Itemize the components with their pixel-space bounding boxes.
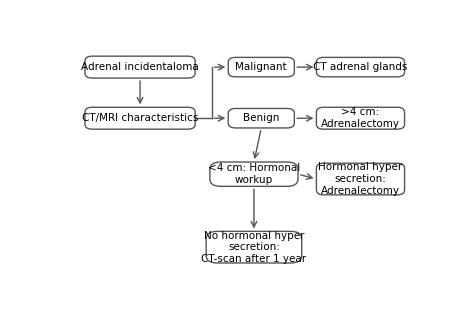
Text: Hormonal hyper
secretion:
Adrenalectomy: Hormonal hyper secretion: Adrenalectomy bbox=[319, 162, 402, 196]
FancyBboxPatch shape bbox=[316, 58, 405, 77]
Text: >4 cm:
Adrenalectomy: >4 cm: Adrenalectomy bbox=[321, 107, 400, 129]
Text: CT/MRI characteristics: CT/MRI characteristics bbox=[82, 113, 198, 123]
FancyBboxPatch shape bbox=[210, 162, 298, 186]
FancyBboxPatch shape bbox=[85, 56, 195, 78]
Text: Benign: Benign bbox=[243, 113, 280, 123]
FancyBboxPatch shape bbox=[316, 107, 405, 129]
FancyBboxPatch shape bbox=[85, 107, 195, 129]
Text: No hormonal hyper
secretion:
CT-scan after 1 year: No hormonal hyper secretion: CT-scan aft… bbox=[201, 231, 307, 264]
Text: <4 cm: Hormonal
workup: <4 cm: Hormonal workup bbox=[208, 163, 300, 185]
Text: Malignant: Malignant bbox=[236, 62, 287, 72]
Text: CT adrenal glands: CT adrenal glands bbox=[313, 62, 408, 72]
FancyBboxPatch shape bbox=[206, 231, 301, 263]
FancyBboxPatch shape bbox=[316, 163, 405, 195]
FancyBboxPatch shape bbox=[228, 58, 294, 77]
FancyBboxPatch shape bbox=[228, 108, 294, 128]
Text: Adrenal incidentaloma: Adrenal incidentaloma bbox=[81, 62, 199, 72]
